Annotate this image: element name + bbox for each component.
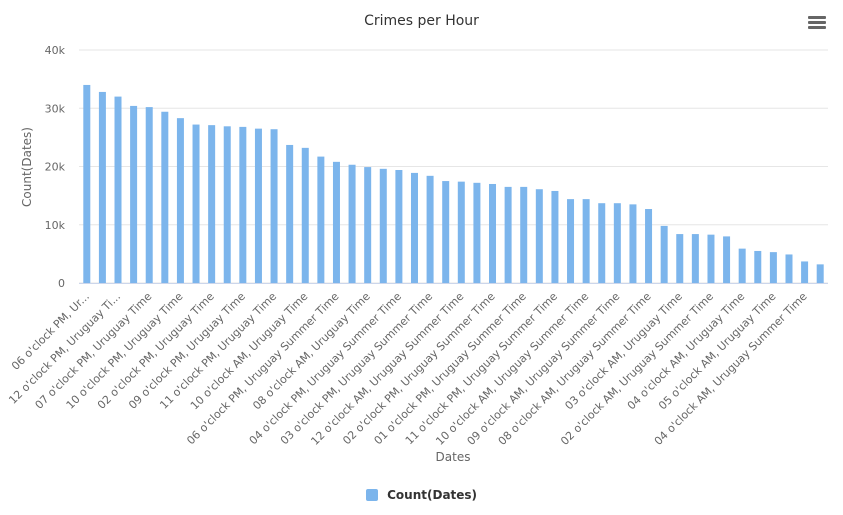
bar[interactable] xyxy=(738,248,746,283)
legend-label: Count(Dates) xyxy=(387,488,478,502)
bar[interactable] xyxy=(535,189,543,283)
bar[interactable] xyxy=(567,199,575,283)
bar[interactable] xyxy=(457,181,465,283)
bar[interactable] xyxy=(348,164,356,283)
bar[interactable] xyxy=(145,107,153,283)
bar[interactable] xyxy=(676,234,684,283)
gridlines xyxy=(79,49,828,284)
bar[interactable] xyxy=(613,203,621,283)
bar[interactable] xyxy=(816,264,824,283)
bar[interactable] xyxy=(98,91,106,283)
x-axis-ticks: 06 o'clock PM, Ur...12 o'clock PM, Urugu… xyxy=(6,290,810,448)
bar[interactable] xyxy=(504,186,512,283)
bar[interactable] xyxy=(801,261,809,283)
x-axis-title: Dates xyxy=(436,450,471,464)
y-tick-label: 10k xyxy=(45,219,66,232)
bars xyxy=(83,84,824,284)
bar[interactable] xyxy=(301,147,309,283)
bar[interactable] xyxy=(317,156,325,283)
bar[interactable] xyxy=(785,254,793,283)
bar[interactable] xyxy=(629,204,637,283)
legend-swatch xyxy=(365,489,378,501)
bar[interactable] xyxy=(130,105,138,283)
bar[interactable] xyxy=(161,111,169,283)
y-tick-label: 40k xyxy=(45,44,66,57)
legend-item[interactable]: Count(Dates) xyxy=(365,488,478,502)
bar[interactable] xyxy=(208,125,216,283)
bar[interactable] xyxy=(582,199,590,283)
bar[interactable] xyxy=(364,167,372,283)
bar[interactable] xyxy=(520,186,528,283)
hamburger-line-icon xyxy=(808,21,826,24)
hamburger-line-icon xyxy=(808,16,826,19)
bar[interactable] xyxy=(286,144,294,283)
bar[interactable] xyxy=(442,181,450,283)
bar[interactable] xyxy=(769,252,777,283)
bar[interactable] xyxy=(489,183,497,283)
bar[interactable] xyxy=(254,128,262,283)
chart-menu-button[interactable] xyxy=(806,14,828,34)
bar[interactable] xyxy=(223,126,231,283)
bar[interactable] xyxy=(723,236,731,283)
bar[interactable] xyxy=(239,126,247,283)
bar[interactable] xyxy=(395,170,403,283)
chart-title: Crimes per Hour xyxy=(364,13,479,29)
legend: Count(Dates) xyxy=(0,484,843,503)
bar[interactable] xyxy=(176,118,184,284)
bar[interactable] xyxy=(473,182,481,283)
hamburger-line-icon xyxy=(808,26,826,29)
bar[interactable] xyxy=(645,209,653,283)
bar[interactable] xyxy=(598,203,606,283)
bar[interactable] xyxy=(270,129,278,283)
bar[interactable] xyxy=(410,172,418,283)
bar[interactable] xyxy=(691,234,699,283)
bar[interactable] xyxy=(551,190,559,283)
bar[interactable] xyxy=(192,124,200,283)
bar[interactable] xyxy=(379,168,387,283)
y-tick-label: 0 xyxy=(58,277,65,290)
bar[interactable] xyxy=(660,225,668,283)
bar[interactable] xyxy=(114,96,122,283)
bar[interactable] xyxy=(426,175,434,283)
y-tick-label: 20k xyxy=(45,161,66,174)
bar[interactable] xyxy=(83,84,91,283)
bar[interactable] xyxy=(707,234,715,283)
bar[interactable] xyxy=(754,250,762,283)
y-axis-title: Count(Dates) xyxy=(20,127,34,207)
bar[interactable] xyxy=(332,161,340,283)
y-axis-ticks: 0 10k 20k 30k 40k xyxy=(45,44,66,290)
y-tick-label: 30k xyxy=(45,102,66,115)
